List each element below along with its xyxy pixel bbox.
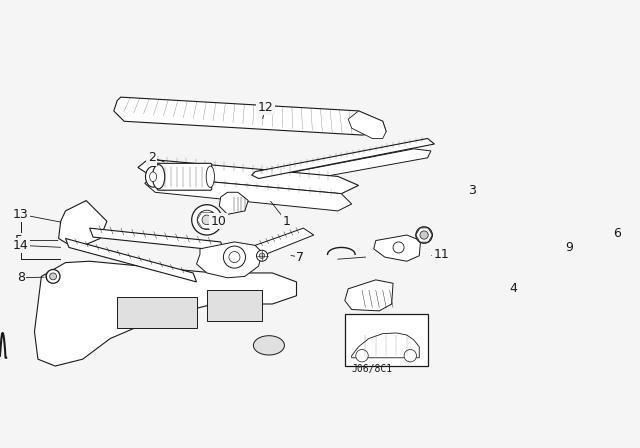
Circle shape xyxy=(192,205,222,235)
Polygon shape xyxy=(59,201,107,249)
Polygon shape xyxy=(114,97,386,135)
Polygon shape xyxy=(351,333,419,358)
Polygon shape xyxy=(90,228,224,251)
Circle shape xyxy=(202,215,212,225)
Polygon shape xyxy=(138,159,358,194)
Polygon shape xyxy=(207,290,262,321)
Text: 6: 6 xyxy=(613,227,621,240)
Ellipse shape xyxy=(253,336,284,355)
Polygon shape xyxy=(35,261,296,366)
Text: 14: 14 xyxy=(13,239,29,252)
Text: 8: 8 xyxy=(17,271,25,284)
Polygon shape xyxy=(117,297,196,328)
Text: J06/8C1: J06/8C1 xyxy=(352,365,393,375)
Circle shape xyxy=(356,349,368,362)
Circle shape xyxy=(46,270,60,283)
Text: 11: 11 xyxy=(433,248,449,261)
Text: 2: 2 xyxy=(148,151,156,164)
Circle shape xyxy=(257,250,268,261)
Circle shape xyxy=(393,242,404,253)
Text: 1: 1 xyxy=(282,215,290,228)
Polygon shape xyxy=(65,238,196,282)
Circle shape xyxy=(46,271,57,282)
Polygon shape xyxy=(228,149,431,192)
Circle shape xyxy=(420,231,428,239)
Ellipse shape xyxy=(150,172,157,181)
Text: 7: 7 xyxy=(296,250,304,263)
Polygon shape xyxy=(348,111,386,138)
Circle shape xyxy=(259,253,265,258)
Circle shape xyxy=(404,349,417,362)
Polygon shape xyxy=(145,177,351,211)
Circle shape xyxy=(197,210,216,229)
Text: 13: 13 xyxy=(13,208,29,221)
Polygon shape xyxy=(374,235,420,261)
Text: 5: 5 xyxy=(15,234,23,247)
Text: 3: 3 xyxy=(468,184,476,197)
Text: 9: 9 xyxy=(565,241,573,254)
Ellipse shape xyxy=(206,166,214,187)
Polygon shape xyxy=(220,192,248,214)
FancyBboxPatch shape xyxy=(157,164,212,190)
Text: 10: 10 xyxy=(211,215,227,228)
Circle shape xyxy=(223,246,246,268)
Polygon shape xyxy=(196,242,262,278)
Text: 4: 4 xyxy=(510,282,518,295)
Circle shape xyxy=(416,227,433,243)
FancyBboxPatch shape xyxy=(345,314,428,366)
Ellipse shape xyxy=(152,165,165,189)
Polygon shape xyxy=(252,138,435,178)
Circle shape xyxy=(50,273,56,280)
Ellipse shape xyxy=(145,166,161,187)
Polygon shape xyxy=(345,280,393,311)
Circle shape xyxy=(229,252,240,263)
Text: 12: 12 xyxy=(258,101,273,114)
Polygon shape xyxy=(255,228,314,254)
